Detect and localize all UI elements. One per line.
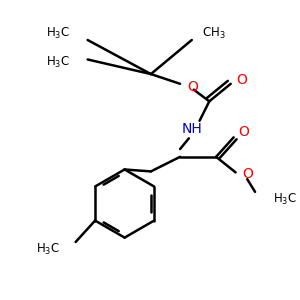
Text: O: O — [242, 167, 253, 181]
Text: CH$_3$: CH$_3$ — [202, 26, 225, 41]
Text: H$_3$C: H$_3$C — [46, 26, 70, 41]
Text: H$_3$C: H$_3$C — [273, 192, 297, 207]
Text: H$_3$C: H$_3$C — [36, 242, 60, 257]
Text: H$_3$C: H$_3$C — [46, 55, 70, 70]
Text: O: O — [187, 80, 198, 94]
Text: O: O — [237, 73, 248, 87]
Text: NH: NH — [182, 122, 202, 136]
Text: O: O — [238, 125, 249, 140]
